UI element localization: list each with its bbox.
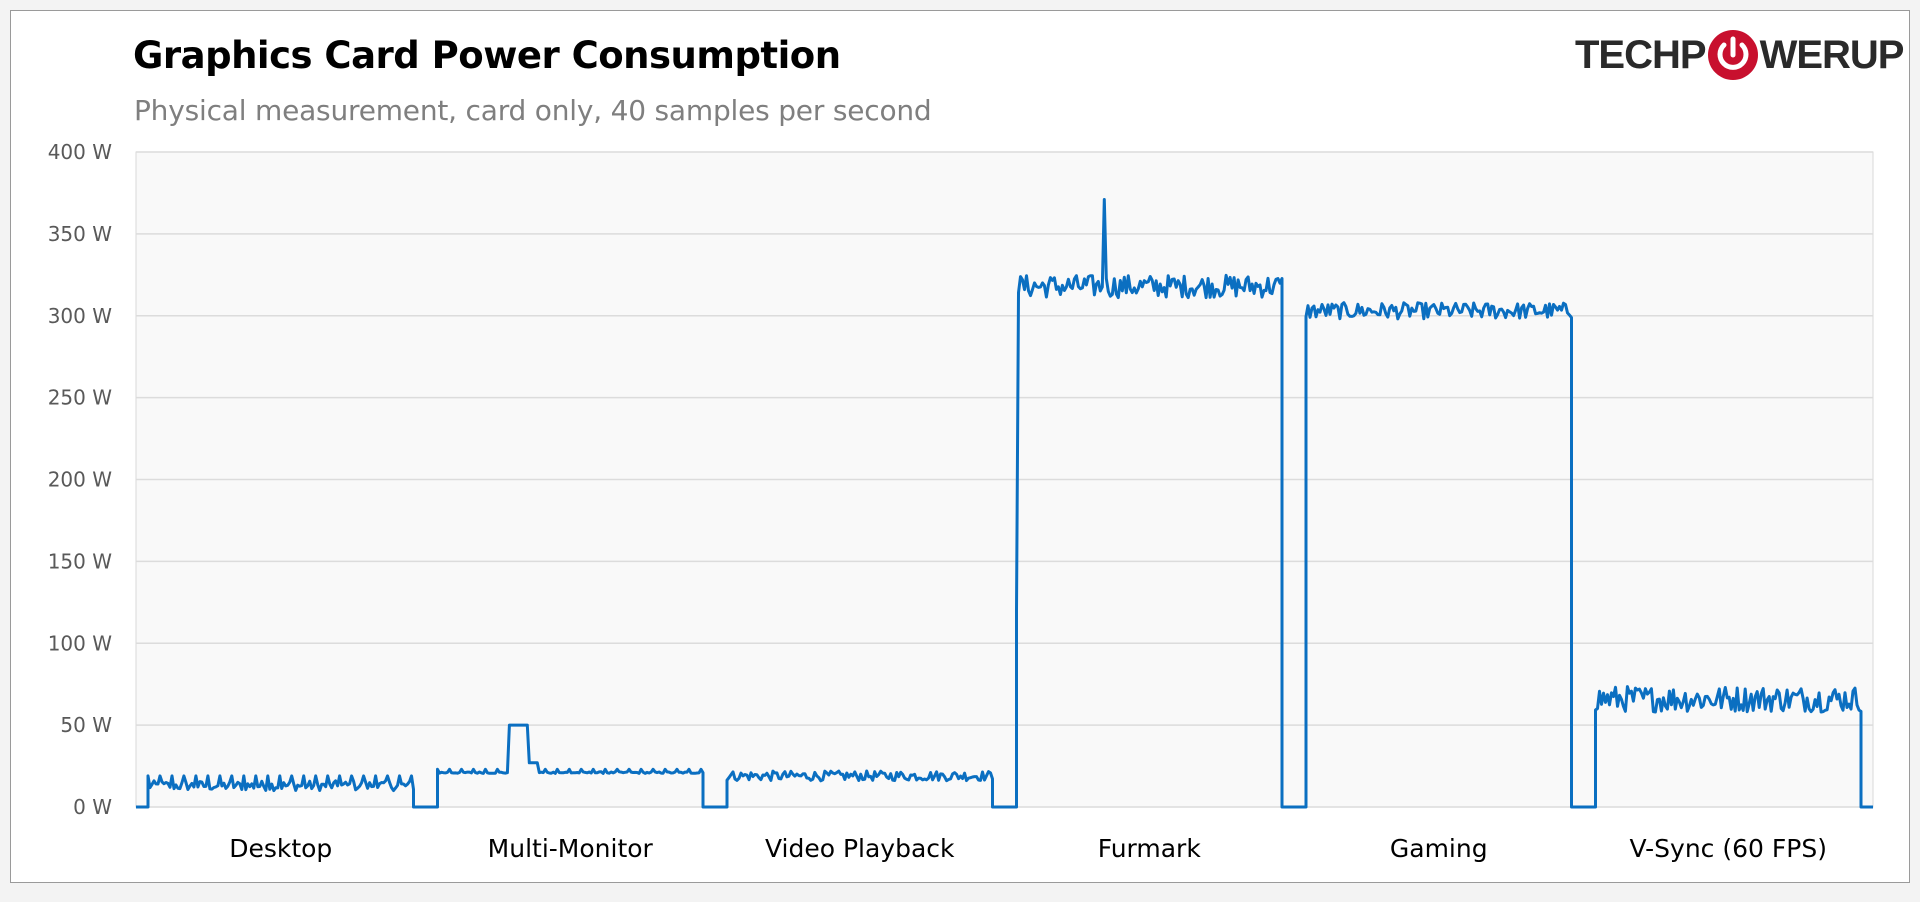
techpowerup-logo: TECHP WERUP — [1575, 27, 1905, 83]
x-category-label: Gaming — [1390, 834, 1488, 863]
y-tick-label: 400 W — [48, 140, 113, 164]
chart-title: Graphics Card Power Consumption — [133, 34, 841, 77]
y-tick-label: 50 W — [60, 713, 112, 737]
y-tick-label: 100 W — [48, 631, 113, 655]
x-category-label: Furmark — [1098, 834, 1202, 863]
y-tick-label: 150 W — [48, 549, 113, 573]
y-tick-label: 300 W — [48, 304, 113, 328]
x-category-label: Desktop — [229, 834, 332, 863]
y-tick-label: 350 W — [48, 222, 113, 246]
y-tick-label: 200 W — [48, 468, 113, 492]
x-category-label: V-Sync (60 FPS) — [1630, 834, 1827, 863]
power-icon — [1707, 29, 1759, 81]
y-tick-label: 250 W — [48, 386, 113, 410]
x-category-label: Multi-Monitor — [488, 834, 654, 863]
x-category-label: Video Playback — [765, 834, 955, 863]
logo-text-right: WERUP — [1759, 32, 1905, 77]
chart-subtitle: Physical measurement, card only, 40 samp… — [134, 94, 932, 127]
power-series-line — [136, 198, 1873, 809]
y-tick-label: 0 W — [73, 795, 112, 819]
logo-text-left: TECHP — [1575, 32, 1707, 77]
